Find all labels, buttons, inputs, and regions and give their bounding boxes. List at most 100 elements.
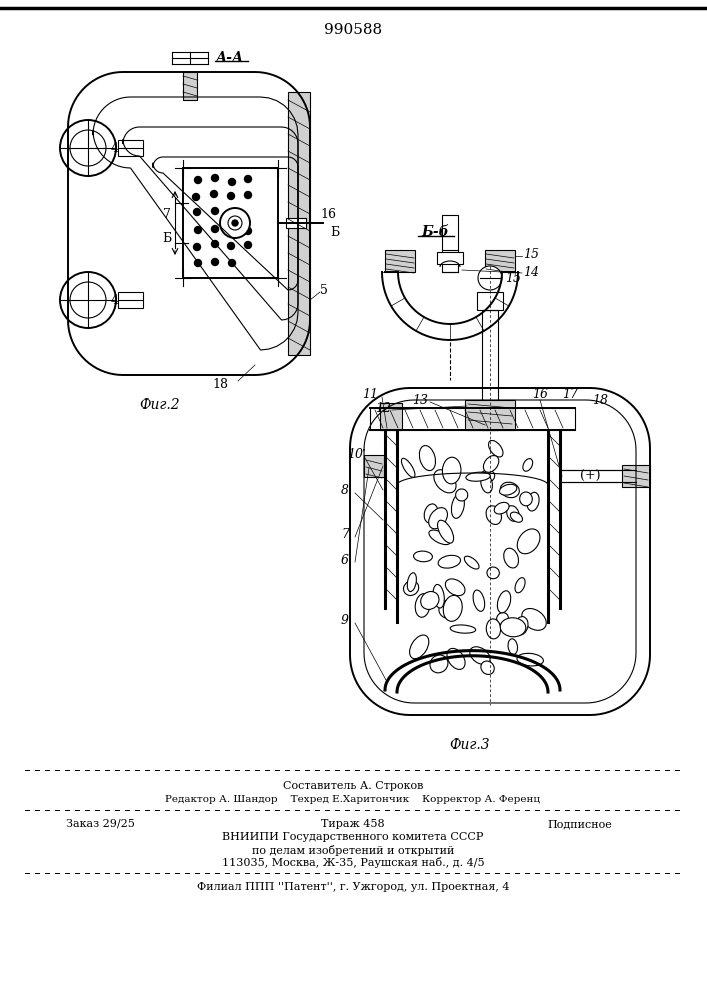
Circle shape (194, 176, 201, 184)
Text: 990588: 990588 (324, 23, 382, 37)
Text: 15: 15 (505, 271, 521, 284)
Text: 12: 12 (375, 401, 391, 414)
Ellipse shape (439, 600, 460, 619)
Text: А-А: А-А (216, 51, 244, 65)
Ellipse shape (447, 648, 465, 669)
Ellipse shape (409, 635, 428, 659)
Ellipse shape (455, 489, 468, 501)
Circle shape (478, 266, 502, 290)
Ellipse shape (481, 474, 493, 493)
Bar (364, 455, 384, 477)
Text: Б: Б (163, 232, 172, 244)
Circle shape (245, 192, 252, 198)
Ellipse shape (434, 470, 456, 493)
Bar (364, 460, 385, 472)
Circle shape (211, 226, 218, 232)
Circle shape (194, 209, 201, 216)
Ellipse shape (452, 494, 464, 518)
Ellipse shape (443, 457, 461, 484)
Text: Филиал ППП ''Патент'', г. Ужгород, ул. Проектная, 4: Филиал ППП ''Патент'', г. Ужгород, ул. П… (197, 882, 509, 892)
Ellipse shape (522, 609, 547, 630)
Circle shape (60, 120, 116, 176)
Bar (465, 400, 515, 430)
Ellipse shape (430, 655, 448, 673)
Ellipse shape (484, 456, 499, 472)
Circle shape (228, 242, 235, 249)
Ellipse shape (445, 579, 465, 596)
Circle shape (228, 259, 235, 266)
Text: 4: 4 (111, 294, 119, 306)
Ellipse shape (486, 506, 501, 524)
Text: Фиг.2: Фиг.2 (140, 398, 180, 412)
Ellipse shape (473, 590, 485, 611)
Ellipse shape (507, 506, 519, 521)
Ellipse shape (479, 470, 495, 483)
Bar (118, 140, 143, 156)
Ellipse shape (414, 551, 433, 562)
Ellipse shape (497, 591, 510, 613)
Ellipse shape (520, 492, 532, 506)
Ellipse shape (518, 529, 540, 554)
Ellipse shape (438, 555, 460, 568)
Bar (370, 408, 575, 430)
Text: (+): (+) (580, 470, 601, 483)
Text: 8: 8 (341, 484, 349, 496)
Circle shape (228, 192, 235, 200)
Circle shape (228, 225, 235, 232)
Bar (560, 470, 636, 482)
Ellipse shape (523, 459, 532, 471)
Ellipse shape (421, 591, 439, 609)
Bar (442, 215, 458, 272)
Circle shape (70, 282, 106, 318)
Text: Б: Б (330, 227, 339, 239)
Circle shape (211, 208, 218, 215)
Text: 7: 7 (163, 209, 171, 222)
Text: 18: 18 (592, 393, 608, 406)
Text: 18: 18 (212, 378, 228, 391)
Text: 10: 10 (347, 448, 363, 462)
Text: Тираж 458: Тираж 458 (321, 819, 385, 829)
Bar (437, 252, 463, 264)
Bar (183, 168, 278, 278)
Ellipse shape (494, 502, 509, 514)
Ellipse shape (501, 482, 520, 498)
Ellipse shape (503, 548, 518, 568)
Bar (288, 92, 310, 355)
Ellipse shape (404, 581, 419, 595)
Ellipse shape (429, 530, 450, 545)
Ellipse shape (443, 595, 462, 621)
Ellipse shape (407, 573, 416, 592)
Text: 7: 7 (341, 528, 349, 542)
Circle shape (245, 228, 252, 234)
Circle shape (228, 211, 235, 218)
Text: по делам изобретений и открытий: по делам изобретений и открытий (252, 844, 454, 856)
Circle shape (60, 272, 116, 328)
Ellipse shape (450, 625, 476, 633)
Text: Фиг.3: Фиг.3 (450, 738, 491, 752)
Bar (385, 250, 415, 272)
Circle shape (245, 176, 252, 182)
Text: 16: 16 (532, 388, 548, 401)
Ellipse shape (428, 508, 448, 529)
Ellipse shape (517, 653, 544, 666)
Text: 113035, Москва, Ж-35, Раушская наб., д. 4/5: 113035, Москва, Ж-35, Раушская наб., д. … (222, 857, 484, 868)
Text: Заказ 29/25: Заказ 29/25 (66, 819, 134, 829)
Circle shape (220, 208, 250, 238)
Circle shape (194, 243, 201, 250)
Circle shape (194, 259, 201, 266)
Bar (477, 292, 503, 310)
Circle shape (245, 241, 252, 248)
Ellipse shape (469, 647, 490, 665)
Text: 4: 4 (111, 141, 119, 154)
Ellipse shape (402, 458, 415, 477)
Text: 16: 16 (320, 209, 336, 222)
Circle shape (70, 130, 106, 166)
Bar (482, 310, 498, 430)
Bar (286, 218, 306, 228)
Circle shape (228, 178, 235, 186)
Circle shape (232, 220, 238, 226)
Ellipse shape (481, 661, 494, 674)
Text: 6: 6 (341, 554, 349, 566)
Ellipse shape (433, 584, 444, 608)
Circle shape (194, 227, 201, 233)
